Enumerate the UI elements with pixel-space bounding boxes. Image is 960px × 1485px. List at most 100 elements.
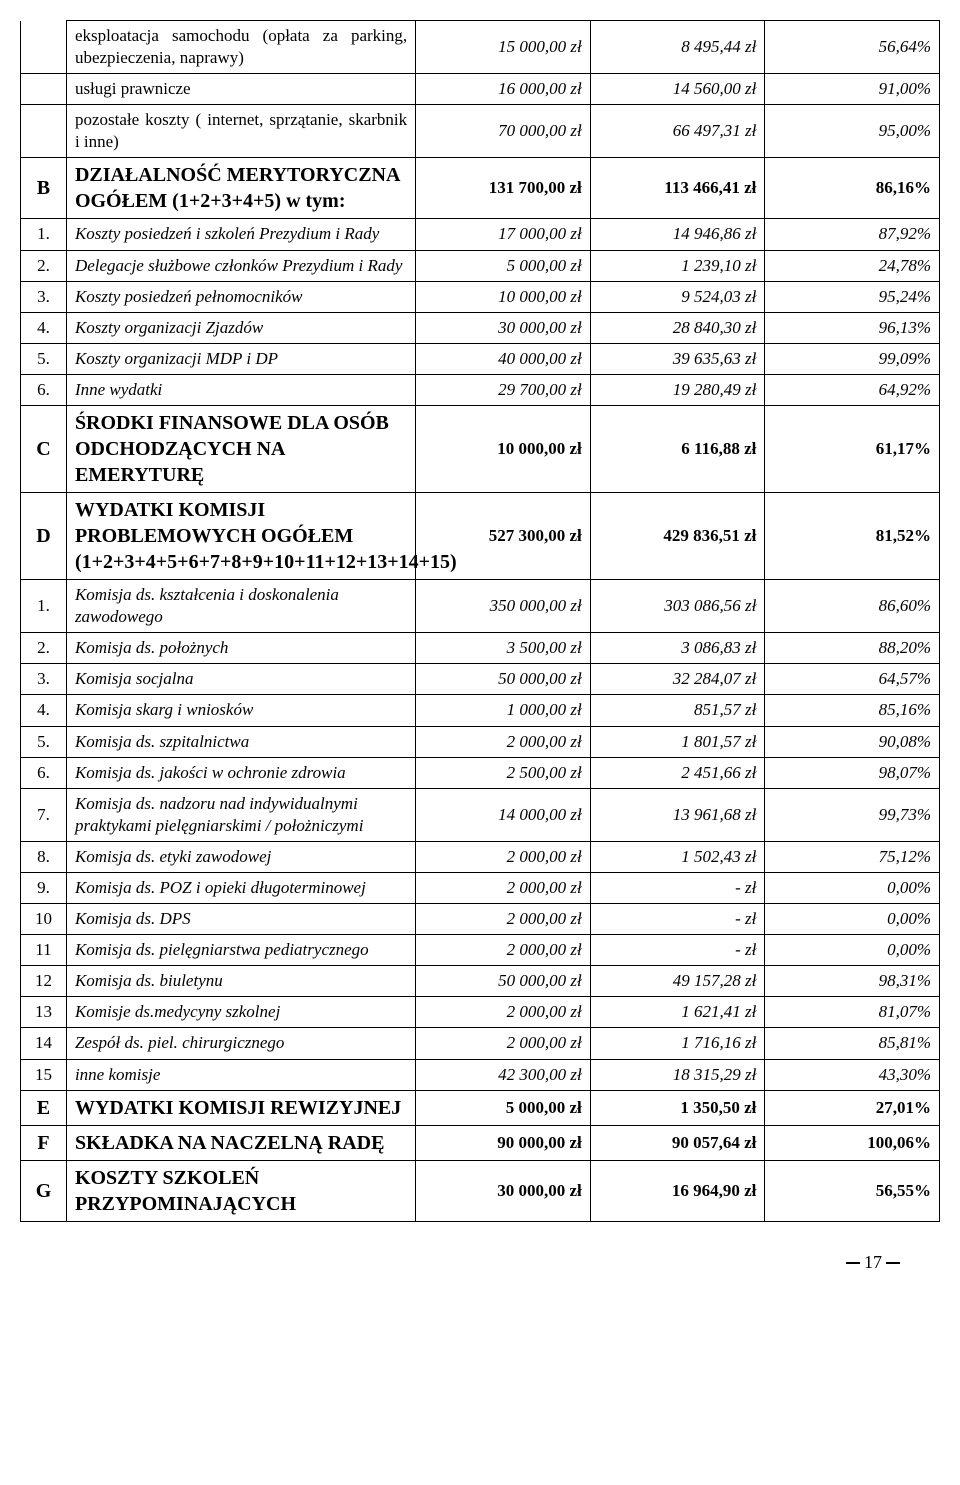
row-id: 14 <box>21 1028 67 1059</box>
row-value1: 2 000,00 zł <box>416 935 591 966</box>
row-value1: 10 000,00 zł <box>416 281 591 312</box>
row-description: KOSZTY SZKOLEŃ PRZYPOMINAJĄCYCH <box>66 1160 415 1221</box>
table-row: 1.Koszty posiedzeń i szkoleń Prezydium i… <box>21 219 940 250</box>
row-id: 1. <box>21 580 67 633</box>
row-value1: 2 000,00 zł <box>416 841 591 872</box>
row-value1: 30 000,00 zł <box>416 312 591 343</box>
table-row: 8.Komisja ds. etyki zawodowej2 000,00 zł… <box>21 841 940 872</box>
row-value1: 29 700,00 zł <box>416 374 591 405</box>
row-description: eksploatacja samochodu (opłata za parkin… <box>66 21 415 74</box>
row-value2: - zł <box>590 935 765 966</box>
table-row: 11Komisja ds. pielęgniarstwa pediatryczn… <box>21 935 940 966</box>
row-id: 9. <box>21 872 67 903</box>
row-value2: 8 495,44 zł <box>590 21 765 74</box>
table-row: 14Zespół ds. piel. chirurgicznego2 000,0… <box>21 1028 940 1059</box>
row-value1: 15 000,00 zł <box>416 21 591 74</box>
row-percent: 0,00% <box>765 872 940 903</box>
row-value2: - zł <box>590 872 765 903</box>
row-description: DZIAŁALNOŚĆ MERYTORYCZNA OGÓŁEM (1+2+3+4… <box>66 158 415 219</box>
row-value1: 42 300,00 zł <box>416 1059 591 1090</box>
row-value1: 131 700,00 zł <box>416 158 591 219</box>
row-id: 3. <box>21 664 67 695</box>
table-row: 5.Komisja ds. szpitalnictwa2 000,00 zł1 … <box>21 726 940 757</box>
row-value1: 2 000,00 zł <box>416 904 591 935</box>
table-row: eksploatacja samochodu (opłata za parkin… <box>21 21 940 74</box>
row-description: Komisja ds. POZ i opieki długoterminowej <box>66 872 415 903</box>
row-id: E <box>21 1090 67 1125</box>
row-description: Koszty posiedzeń i szkoleń Prezydium i R… <box>66 219 415 250</box>
budget-table: eksploatacja samochodu (opłata za parkin… <box>20 20 940 1222</box>
row-percent: 95,00% <box>765 105 940 158</box>
row-id: 1. <box>21 219 67 250</box>
row-value2: 851,57 zł <box>590 695 765 726</box>
row-id: 4. <box>21 695 67 726</box>
row-percent: 61,17% <box>765 406 940 493</box>
row-value2: 1 716,16 zł <box>590 1028 765 1059</box>
table-row: 9.Komisja ds. POZ i opieki długoterminow… <box>21 872 940 903</box>
row-id: 2. <box>21 250 67 281</box>
row-value1: 5 000,00 zł <box>416 250 591 281</box>
row-value1: 40 000,00 zł <box>416 343 591 374</box>
row-value2: 90 057,64 zł <box>590 1125 765 1160</box>
row-percent: 91,00% <box>765 74 940 105</box>
row-id: B <box>21 158 67 219</box>
row-description: Koszty organizacji Zjazdów <box>66 312 415 343</box>
row-value2: 39 635,63 zł <box>590 343 765 374</box>
row-percent: 95,24% <box>765 281 940 312</box>
row-description: Koszty organizacji MDP i DP <box>66 343 415 374</box>
row-description: Komisja ds. pielęgniarstwa pediatryczneg… <box>66 935 415 966</box>
row-percent: 88,20% <box>765 633 940 664</box>
row-value1: 2 500,00 zł <box>416 757 591 788</box>
row-description: Komisja ds. kształcenia i doskonalenia z… <box>66 580 415 633</box>
table-row: pozostałe koszty ( internet, sprzątanie,… <box>21 105 940 158</box>
row-id: 11 <box>21 935 67 966</box>
row-description: Komisja ds. jakości w ochronie zdrowia <box>66 757 415 788</box>
row-description: WYDATKI KOMISJI PROBLEMOWYCH OGÓŁEM (1+2… <box>66 493 415 580</box>
row-value1: 90 000,00 zł <box>416 1125 591 1160</box>
table-row: 6.Inne wydatki29 700,00 zł19 280,49 zł64… <box>21 374 940 405</box>
table-row: CŚRODKI FINANSOWE DLA OSÓB ODCHODZĄCYCH … <box>21 406 940 493</box>
row-percent: 56,55% <box>765 1160 940 1221</box>
row-value1: 2 000,00 zł <box>416 1028 591 1059</box>
row-percent: 86,16% <box>765 158 940 219</box>
row-value1: 2 000,00 zł <box>416 872 591 903</box>
row-description: usługi prawnicze <box>66 74 415 105</box>
row-description: Delegacje służbowe członków Prezydium i … <box>66 250 415 281</box>
row-description: ŚRODKI FINANSOWE DLA OSÓB ODCHODZĄCYCH N… <box>66 406 415 493</box>
row-id: 10 <box>21 904 67 935</box>
row-value2: - zł <box>590 904 765 935</box>
row-id: G <box>21 1160 67 1221</box>
row-description: Komisje ds.medycyny szkolnej <box>66 997 415 1028</box>
row-id: C <box>21 406 67 493</box>
row-value2: 28 840,30 zł <box>590 312 765 343</box>
row-value2: 9 524,03 zł <box>590 281 765 312</box>
table-row: 5.Koszty organizacji MDP i DP40 000,00 z… <box>21 343 940 374</box>
row-id <box>21 105 67 158</box>
row-value1: 350 000,00 zł <box>416 580 591 633</box>
table-row: GKOSZTY SZKOLEŃ PRZYPOMINAJĄCYCH30 000,0… <box>21 1160 940 1221</box>
row-percent: 0,00% <box>765 904 940 935</box>
row-value2: 1 801,57 zł <box>590 726 765 757</box>
row-value2: 113 466,41 zł <box>590 158 765 219</box>
row-description: WYDATKI KOMISJI REWIZYJNEJ <box>66 1090 415 1125</box>
row-description: pozostałe koszty ( internet, sprzątanie,… <box>66 105 415 158</box>
row-value2: 49 157,28 zł <box>590 966 765 997</box>
row-value2: 66 497,31 zł <box>590 105 765 158</box>
row-id: D <box>21 493 67 580</box>
table-row: 2.Komisja ds. położnych3 500,00 zł3 086,… <box>21 633 940 664</box>
row-value2: 1 350,50 zł <box>590 1090 765 1125</box>
row-id: 12 <box>21 966 67 997</box>
row-percent: 90,08% <box>765 726 940 757</box>
row-percent: 98,07% <box>765 757 940 788</box>
row-value2: 1 502,43 zł <box>590 841 765 872</box>
row-value2: 3 086,83 zł <box>590 633 765 664</box>
row-description: Komisja skarg i wniosków <box>66 695 415 726</box>
row-description: Komisja ds. położnych <box>66 633 415 664</box>
row-description: Komisja socjalna <box>66 664 415 695</box>
row-id: 15 <box>21 1059 67 1090</box>
table-row: 7.Komisja ds. nadzoru nad indywidualnymi… <box>21 788 940 841</box>
row-value2: 429 836,51 zł <box>590 493 765 580</box>
row-id <box>21 21 67 74</box>
row-value2: 19 280,49 zł <box>590 374 765 405</box>
row-value2: 1 239,10 zł <box>590 250 765 281</box>
